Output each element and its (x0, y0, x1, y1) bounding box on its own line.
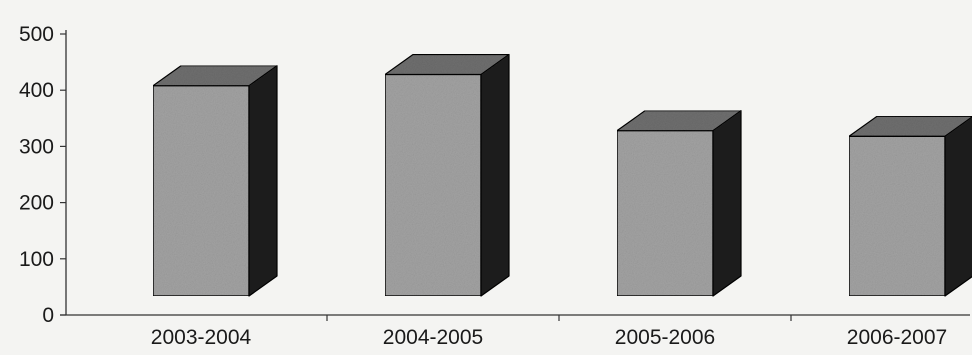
axes (60, 30, 970, 321)
bar (152, 65, 278, 297)
x-category-label: 2003-2004 (151, 326, 252, 349)
bar-front-face (848, 135, 946, 297)
y-tick-label: 400 (19, 79, 54, 102)
bars (152, 53, 972, 297)
bar-side-face (248, 65, 278, 297)
y-tick-label: 100 (19, 248, 54, 271)
y-tick-label: 300 (19, 135, 54, 158)
x-category-label: 2004-2005 (383, 326, 483, 349)
labels: 0 100 200 300 400 500 2003-2004 2004-2005 2005-2… (19, 23, 947, 349)
bar-front-face (152, 85, 250, 297)
bar-side-face (944, 116, 972, 297)
bar-front-face (616, 129, 714, 297)
bar-side-face (712, 110, 742, 297)
x-category-label: 2005-2006 (615, 326, 715, 349)
y-tick-label: 500 (19, 23, 54, 46)
y-tick-label: 0 (42, 304, 54, 327)
bar-side-face (480, 53, 510, 297)
bar-front-face (384, 73, 482, 297)
y-tick-label: 200 (19, 192, 54, 215)
bar (848, 115, 972, 297)
bar (384, 53, 510, 297)
x-category-label: 2006-2007 (847, 326, 947, 349)
bar (616, 110, 742, 297)
